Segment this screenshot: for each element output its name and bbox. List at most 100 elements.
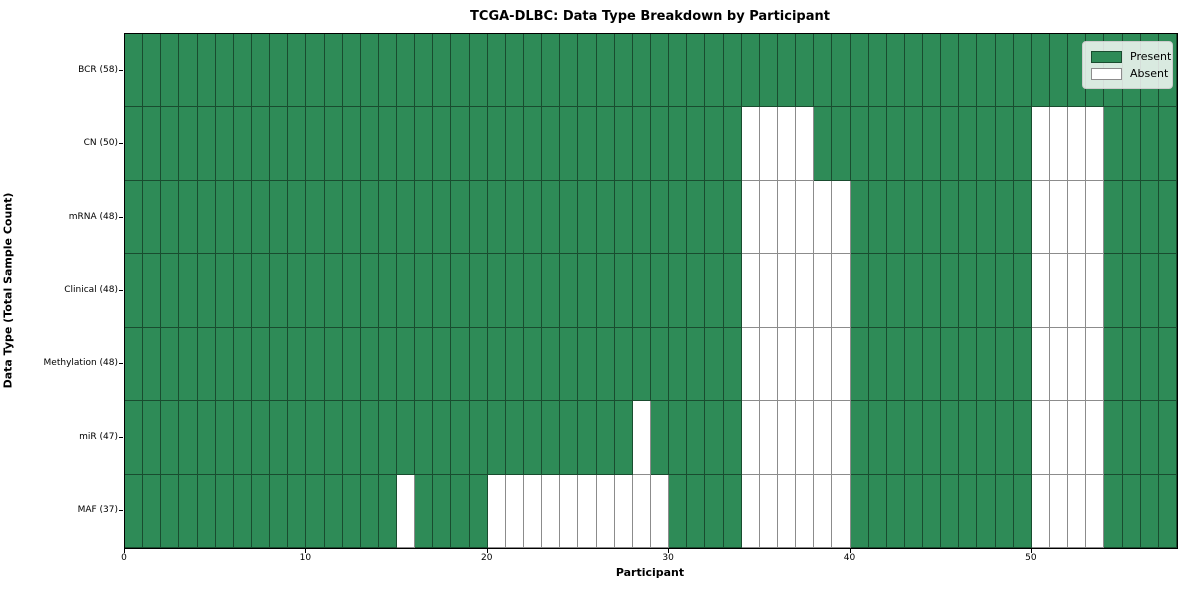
heatmap-cell — [378, 327, 398, 402]
heatmap-cell — [614, 180, 633, 255]
heatmap-cell — [959, 34, 978, 108]
heatmap-cell — [596, 401, 615, 475]
heatmap-cell — [995, 107, 1014, 181]
heatmap-cell — [451, 34, 470, 108]
heatmap-cell — [705, 474, 724, 548]
heatmap-cell — [469, 34, 488, 108]
heatmap-cell — [469, 327, 488, 402]
heatmap-cell — [542, 474, 561, 548]
heatmap-cell — [1086, 401, 1105, 475]
heatmap-cell — [161, 401, 180, 475]
heatmap-cell — [378, 474, 398, 548]
heatmap-cell — [995, 474, 1014, 548]
heatmap-cell — [542, 254, 561, 328]
heatmap-cell — [1104, 327, 1123, 402]
heatmap-cell — [1158, 107, 1177, 181]
y-tick-label: Methylation (48) — [43, 358, 118, 369]
heatmap-cell — [433, 254, 452, 328]
heatmap-cell — [741, 34, 760, 108]
heatmap-cell — [342, 327, 361, 402]
heatmap-cell — [832, 107, 851, 181]
heatmap-cell — [923, 107, 942, 181]
heatmap-cell — [251, 34, 271, 108]
heatmap-cell — [487, 327, 506, 402]
heatmap-cell — [886, 254, 905, 328]
heatmap-cell — [1013, 180, 1032, 255]
heatmap-cell — [215, 107, 234, 181]
heatmap-cell — [1031, 180, 1051, 255]
y-tick-mark — [119, 69, 123, 71]
heatmap-cell — [814, 107, 833, 181]
x-tick-mark — [124, 549, 125, 553]
heatmap-cell — [487, 474, 506, 548]
heatmap-cell — [741, 401, 760, 475]
heatmap-cell — [687, 327, 706, 402]
heatmap-cell — [1140, 254, 1159, 328]
heatmap-cell — [451, 327, 470, 402]
x-tick-label: 40 — [843, 553, 856, 563]
x-tick-mark — [1030, 549, 1032, 553]
heatmap-cell — [904, 401, 924, 475]
heatmap-cell — [1031, 327, 1051, 402]
heatmap-cell — [941, 254, 960, 328]
heatmap-cell — [705, 254, 724, 328]
heatmap-cell — [415, 180, 434, 255]
heatmap-cell — [687, 34, 706, 108]
heatmap-cell — [868, 34, 887, 108]
heatmap-cell — [941, 401, 960, 475]
heatmap-cell — [578, 327, 597, 402]
heatmap-cell — [233, 474, 252, 548]
heatmap-cell — [542, 327, 561, 402]
heatmap-cell — [796, 107, 815, 181]
heatmap-cell — [342, 401, 361, 475]
heatmap-cell — [342, 107, 361, 181]
heatmap-cell — [125, 34, 144, 108]
heatmap-cell — [886, 474, 905, 548]
heatmap-cell — [215, 180, 234, 255]
heatmap-cell — [832, 327, 851, 402]
heatmap-cell — [233, 327, 252, 402]
heatmap-cell — [415, 474, 434, 548]
y-tick-label: MAF (37) — [77, 505, 118, 516]
y-tick-mark — [119, 510, 123, 512]
heatmap-cell — [578, 474, 597, 548]
heatmap-cell — [179, 254, 198, 328]
y-tick-label: mRNA (48) — [68, 211, 118, 222]
heatmap-cell — [415, 107, 434, 181]
heatmap-cell — [251, 327, 271, 402]
heatmap-cell — [306, 401, 325, 475]
heatmap-cell — [796, 254, 815, 328]
heatmap-cell — [524, 254, 543, 328]
heatmap-cell — [777, 401, 797, 475]
heatmap-cell — [832, 254, 851, 328]
heatmap-cell — [125, 107, 144, 181]
y-tick-mark — [119, 216, 123, 218]
heatmap-cell — [1158, 180, 1177, 255]
heatmap-cell — [324, 474, 343, 548]
heatmap-cell — [850, 254, 869, 328]
heatmap-cell — [433, 327, 452, 402]
heatmap-cell — [796, 401, 815, 475]
heatmap-cell — [270, 180, 289, 255]
heatmap-cell — [669, 180, 688, 255]
heatmap-cell — [1050, 107, 1069, 181]
heatmap-cell — [868, 327, 887, 402]
heatmap-cell — [578, 34, 597, 108]
heatmap-cell — [324, 107, 343, 181]
heatmap-cell — [378, 401, 398, 475]
legend: Present Absent — [1082, 41, 1173, 89]
x-tick-label: 50 — [1025, 553, 1037, 563]
heatmap-cell — [904, 474, 924, 548]
heatmap-cell — [578, 401, 597, 475]
heatmap-cell — [1031, 107, 1051, 181]
heatmap-cell — [487, 107, 506, 181]
heatmap-cell — [941, 34, 960, 108]
heatmap-cell — [1104, 474, 1123, 548]
heatmap-cell — [360, 34, 379, 108]
heatmap-cell — [270, 474, 289, 548]
heatmap-cell — [777, 180, 797, 255]
heatmap-cell — [669, 34, 688, 108]
heatmap-cell — [197, 327, 216, 402]
heatmap-cell — [505, 34, 525, 108]
heatmap-cell — [270, 254, 289, 328]
